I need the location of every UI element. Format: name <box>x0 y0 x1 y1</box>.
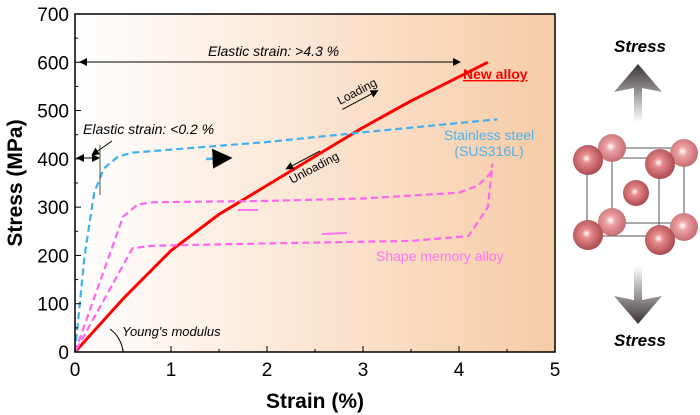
series-line-2 <box>73 163 494 353</box>
legend-steel-line2: (SUS316L) <box>454 143 523 159</box>
series-line-0 <box>73 60 489 354</box>
series-line-1 <box>73 118 498 353</box>
y-tick-label: 300 <box>37 198 69 219</box>
loading-arrow <box>342 90 379 110</box>
legend-new-alloy: New alloy <box>463 66 528 82</box>
x-axis-label: Strain (%) <box>266 390 364 413</box>
youngs-modulus-label: Young's modulus <box>122 324 221 339</box>
stress-bottom-label: Stress <box>614 331 666 350</box>
steel-loading-arrow <box>205 148 233 169</box>
y-tick-label: 700 <box>37 5 69 26</box>
legend-sma: Shape memory alloy <box>376 248 504 264</box>
y-tick-label: 0 <box>58 343 69 364</box>
x-tick-label: 2 <box>262 360 273 381</box>
y-tick-label: 500 <box>37 102 69 123</box>
elastic-strain-new-label: Elastic strain: >4.3 % <box>208 43 339 59</box>
x-tick-label: 0 <box>70 360 81 381</box>
stress-up-arrow-icon <box>614 64 662 122</box>
unloading-arrow <box>285 150 321 170</box>
y-tick-label: 200 <box>37 246 69 267</box>
x-tick-label: 5 <box>550 360 561 381</box>
stress-top-label: Stress <box>614 37 666 56</box>
x-tick-label: 4 <box>454 360 465 381</box>
y-tick-label: 100 <box>37 295 69 316</box>
y-tick-label: 400 <box>37 150 69 171</box>
y-axis-label: Stress (MPa) <box>4 119 27 246</box>
sma-unloading-arrow <box>321 232 348 235</box>
x-tick-label: 3 <box>358 360 369 381</box>
elastic-steel-pointer <box>91 140 113 156</box>
y-tick-label: 600 <box>37 53 69 74</box>
elastic-strain-steel-label: Elastic strain: <0.2 % <box>83 121 214 137</box>
x-tick-label: 1 <box>166 360 177 381</box>
youngs-modulus-arc <box>109 328 124 353</box>
stress-down-arrow-icon <box>614 266 662 324</box>
legend-steel-line1: Stainless steel <box>444 127 534 143</box>
bcc-lattice-illustration: Stress Stress <box>573 37 698 350</box>
